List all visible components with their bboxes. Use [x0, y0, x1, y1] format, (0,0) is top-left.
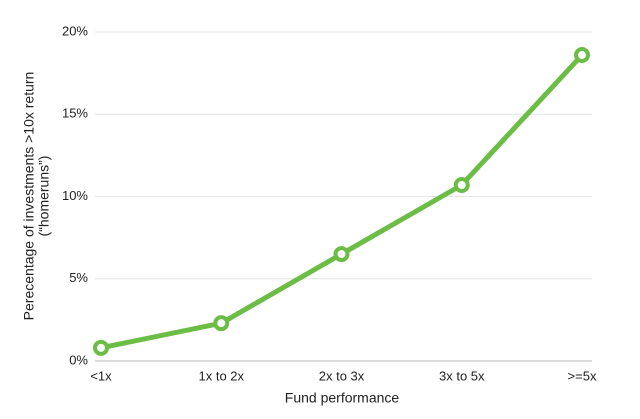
y-tick-label: 0%	[69, 352, 88, 367]
y-axis-title-line: Perecentage of investments >10x return	[21, 72, 37, 321]
marker	[333, 246, 350, 263]
x-tick-label: 3x to 5x	[439, 368, 485, 383]
y-tick-label: 15%	[62, 106, 88, 121]
marker	[93, 339, 109, 356]
x-tick-label: 1x to 2x	[198, 368, 244, 383]
line	[100, 53, 584, 351]
marker	[453, 176, 470, 193]
x-tick-label: <1x	[90, 368, 112, 383]
y-tick-label: 10%	[62, 188, 88, 203]
y-axis-title: Perecentage of investments >10x return (…	[21, 72, 52, 321]
y-axis-title-line: (“homeruns”)	[36, 156, 52, 237]
x-axis-title: Fund performance	[285, 390, 400, 406]
x-tick-label: >=5x	[568, 368, 597, 383]
y-tick-label: 20%	[62, 23, 88, 38]
x-tick-label: 2x to 3x	[319, 368, 365, 383]
marker	[213, 315, 230, 332]
y-tick-label: 5%	[69, 270, 88, 285]
marker	[574, 47, 590, 64]
